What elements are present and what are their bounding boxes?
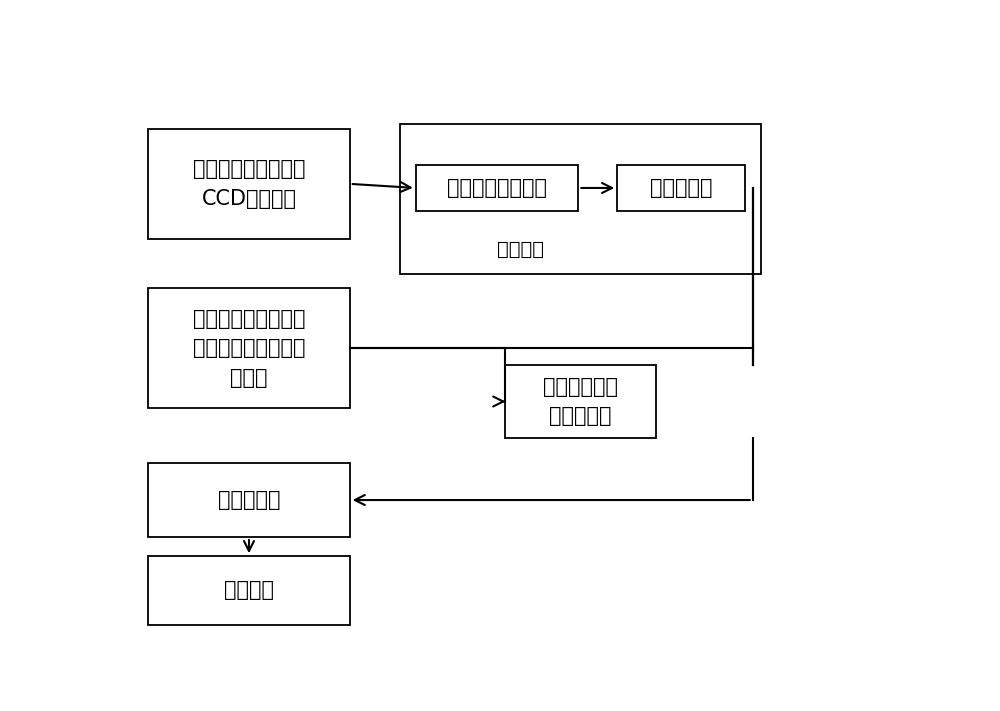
Text: 实时采集水泥回转窑
CCD靶面图像: 实时采集水泥回转窑 CCD靶面图像: [193, 159, 305, 208]
FancyBboxPatch shape: [148, 288, 350, 408]
FancyBboxPatch shape: [148, 556, 350, 624]
FancyBboxPatch shape: [416, 165, 578, 211]
Text: 水泥回转窑温
度测定方法: 水泥回转窑温 度测定方法: [543, 377, 618, 427]
FancyBboxPatch shape: [505, 365, 656, 439]
Text: 温度图像: 温度图像: [224, 580, 274, 600]
FancyBboxPatch shape: [617, 165, 745, 211]
Text: 多光谱灰度信号值: 多光谱灰度信号值: [447, 178, 547, 198]
Text: 图像处理: 图像处理: [497, 240, 544, 259]
Text: 辐射强度值: 辐射强度值: [650, 178, 712, 198]
FancyBboxPatch shape: [148, 463, 350, 537]
FancyBboxPatch shape: [400, 124, 761, 274]
Text: 实时检验水泥回转窑
各种气相组分摩尔容
积份额: 实时检验水泥回转窑 各种气相组分摩尔容 积份额: [193, 309, 305, 387]
Text: 温度场数据: 温度场数据: [218, 490, 280, 510]
FancyBboxPatch shape: [148, 129, 350, 239]
